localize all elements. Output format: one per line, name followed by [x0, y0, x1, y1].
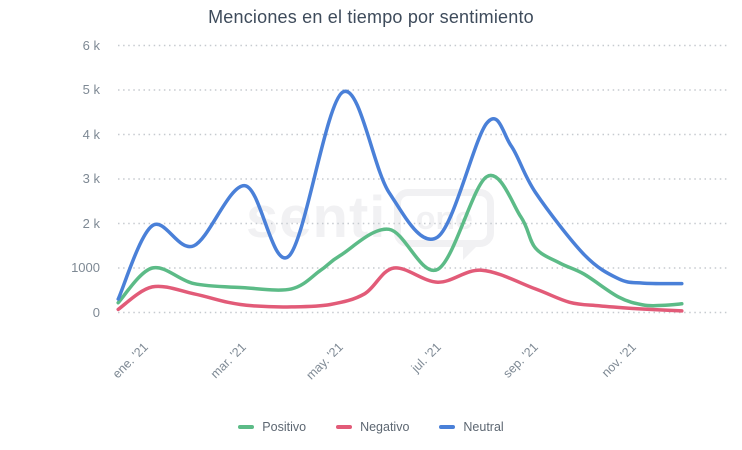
legend: Positivo Negativo Neutral: [0, 420, 742, 434]
series-line-negativo[interactable]: [116, 266, 684, 313]
series-line-positivo[interactable]: [116, 173, 684, 308]
y-axis-label: 1000: [71, 260, 100, 275]
legend-marker-neutral-icon: [439, 425, 456, 429]
legend-marker-positivo-icon: [238, 425, 255, 429]
y-axis-label: 5 k: [82, 82, 100, 97]
legend-marker-negativo-icon: [336, 425, 353, 429]
legend-label: Positivo: [262, 420, 307, 434]
y-axis-label: 0: [92, 304, 100, 320]
legend-item-positivo[interactable]: Positivo: [238, 420, 306, 434]
legend-label: Neutral: [463, 420, 504, 434]
series-line-neutral[interactable]: [116, 89, 684, 301]
watermark-speech-bubble-icon: one: [394, 189, 495, 260]
y-axis-label: 2 k: [82, 215, 100, 231]
y-axis-label: 6 k: [82, 37, 100, 53]
legend-item-negativo[interactable]: Negativo: [336, 420, 409, 434]
y-axis-label: 4 k: [82, 126, 100, 142]
chart-title: Menciones en el tiempo por sentimiento: [208, 7, 534, 27]
legend-item-neutral[interactable]: Neutral: [439, 420, 504, 434]
y-axis-label: 3 k: [82, 171, 100, 186]
legend-label: Negativo: [360, 420, 410, 434]
